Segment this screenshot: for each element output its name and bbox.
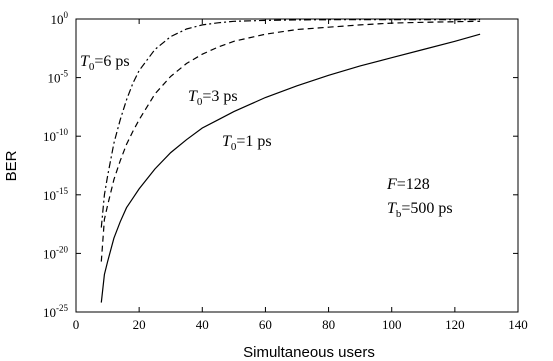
series-line-solid — [100, 33, 481, 303]
x-tick-label: 20 — [133, 317, 146, 332]
y-tick-label: 10-5 — [48, 69, 69, 86]
y-tick-label: 100 — [51, 10, 69, 27]
x-tick-label: 60 — [259, 317, 272, 332]
y-tick-label: 10-20 — [43, 244, 68, 261]
x-axis-ticks: 0 20 40 60 80 100 120 140 — [73, 19, 528, 332]
x-tick-label: 40 — [196, 317, 209, 332]
series-line-dashed — [100, 20, 481, 262]
x-axis-title: Simultaneous users — [243, 344, 375, 361]
x-tick-label: 80 — [322, 317, 335, 332]
y-axis-ticks: 100 10-5 10-10 10-15 10-20 10-25 — [43, 10, 518, 320]
x-tick-label: 120 — [445, 317, 465, 332]
x-tick-label: 140 — [508, 317, 528, 332]
x-tick-label: 0 — [73, 317, 80, 332]
series-layer — [100, 19, 481, 303]
x-tick-label: 100 — [382, 317, 402, 332]
y-tick-label: 10-15 — [43, 186, 68, 203]
label-t0-6ps: T0=6 ps — [80, 53, 130, 73]
series-line-dashdot — [100, 19, 481, 228]
label-t0-3ps: T0=3 ps — [188, 88, 238, 108]
y-tick-label: 10-10 — [43, 127, 68, 144]
label-f-128: F=128 — [386, 176, 430, 193]
label-tb-500ps: Tb=500 ps — [387, 200, 453, 220]
y-tick-label: 10-25 — [43, 303, 68, 320]
y-axis-title: BER — [3, 150, 20, 181]
label-t0-1ps: T0=1 ps — [222, 133, 272, 153]
plot-frame — [75, 18, 519, 313]
